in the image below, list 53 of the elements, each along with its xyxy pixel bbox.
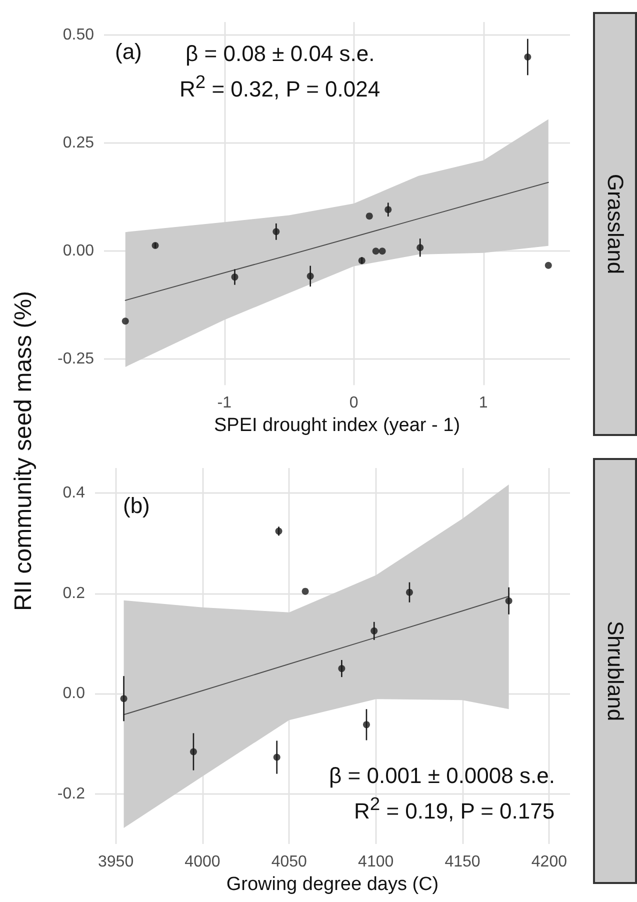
text: Grassland <box>602 174 628 274</box>
x-tick-label: 4150 <box>444 854 480 870</box>
point <box>231 274 238 281</box>
point <box>190 748 197 756</box>
point <box>544 262 552 269</box>
x-tick-label: 4100 <box>358 854 394 870</box>
annotation: (a) <box>115 39 142 64</box>
y-axis-title: RII community seed mass (%) <box>10 290 38 612</box>
x-tick-label: 4200 <box>531 854 568 870</box>
annotation: (b) <box>123 493 150 518</box>
point <box>272 228 280 236</box>
point <box>152 242 159 249</box>
y-tick-label: 0.25 <box>62 134 94 152</box>
point <box>306 272 314 280</box>
annotation: β = 0.08 ± 0.04 s.e. <box>186 41 375 66</box>
point <box>302 588 309 595</box>
annotation: R$^{2}$ = 0.19, P = 0.175 <box>354 793 555 824</box>
point <box>338 665 346 672</box>
point <box>275 528 282 535</box>
point <box>406 588 413 596</box>
x-tick-label: 0 <box>349 394 358 412</box>
y-tick-label: 0.2 <box>62 584 86 602</box>
y-tick-label: 0.00 <box>62 242 94 260</box>
y-tick-label: 0.50 <box>62 26 94 44</box>
point <box>524 54 532 61</box>
annotation: β = 0.001 ± 0.0008 s.e. <box>329 763 555 788</box>
point <box>370 627 378 634</box>
y-tick-label: -0.25 <box>58 350 94 368</box>
point <box>362 721 370 728</box>
point <box>372 248 380 255</box>
point <box>120 695 128 702</box>
point <box>378 248 386 255</box>
point <box>273 754 280 761</box>
x-tick-label: -1 <box>217 394 232 412</box>
x-tick-label: 4000 <box>184 854 220 870</box>
point <box>366 212 373 220</box>
point <box>122 318 129 325</box>
line-series <box>123 596 510 716</box>
x-tick-label: 1 <box>478 394 488 412</box>
x-axis-title: SPEI drought index (year - 1) <box>214 415 460 436</box>
point <box>505 597 512 604</box>
x-tick-label: 4050 <box>271 854 308 870</box>
point <box>358 257 366 264</box>
line-series <box>124 182 549 301</box>
point <box>416 244 424 252</box>
x-axis-title: Growing degree days (C) <box>226 874 439 895</box>
annotation: R$^{2}$ = 0.32, P = 0.024 <box>180 71 380 102</box>
y-tick-label: 0.0 <box>62 685 86 702</box>
x-tick-label: 3950 <box>98 854 134 870</box>
y-tick-label: -0.2 <box>57 785 86 802</box>
y-tick-label: 0.4 <box>62 484 86 502</box>
point <box>384 206 392 214</box>
text: Shrubland <box>602 620 628 722</box>
